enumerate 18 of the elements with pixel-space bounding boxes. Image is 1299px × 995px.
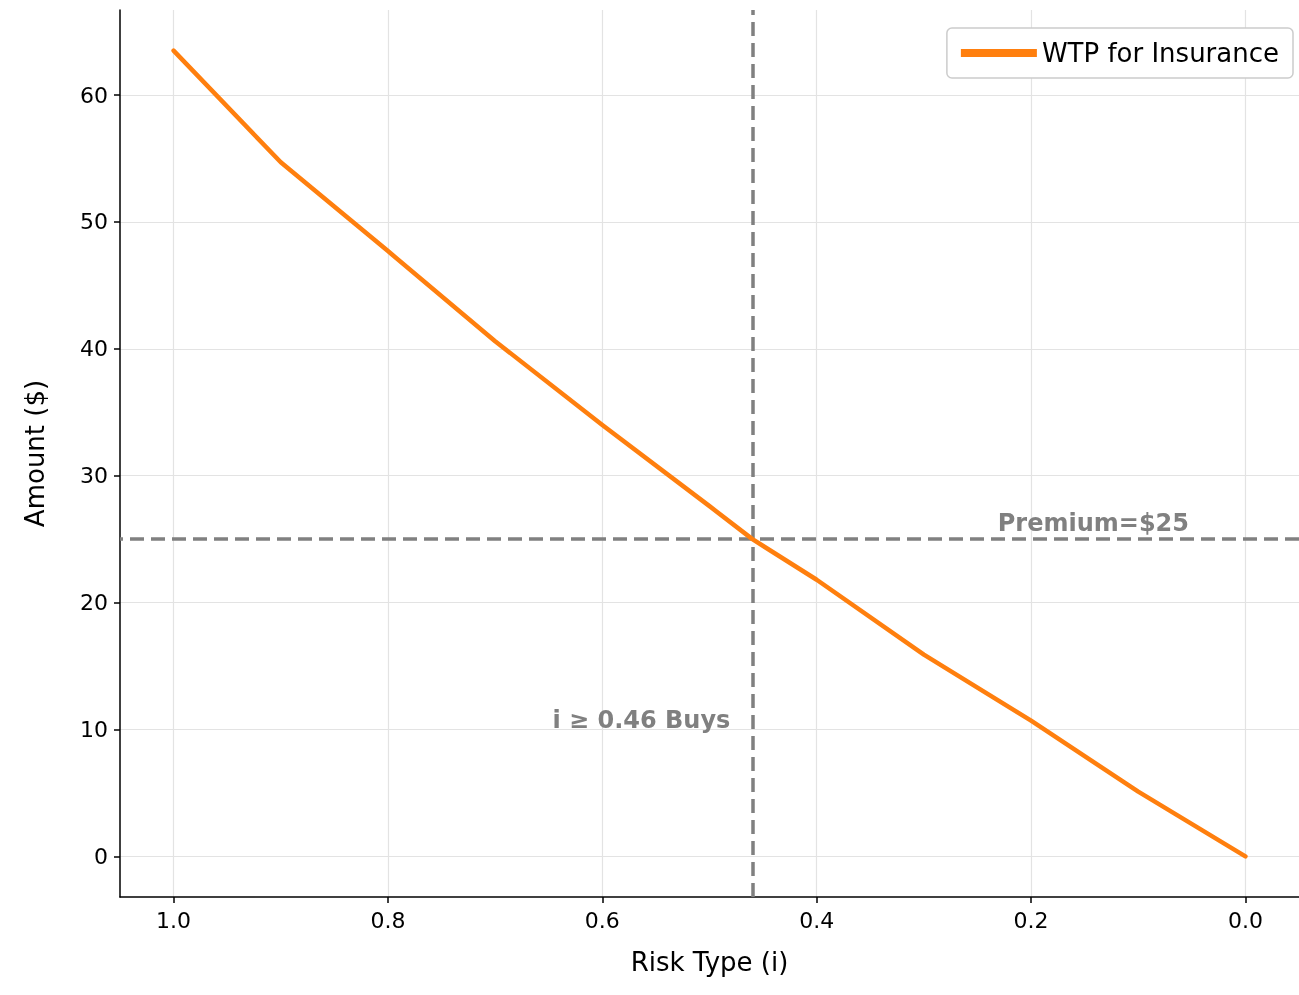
ref-line-label: Premium=$25 xyxy=(997,509,1189,538)
y-tick-label: 10 xyxy=(80,717,108,742)
x-tick-label: 0.6 xyxy=(584,907,620,933)
legend-label: WTP for Insurance xyxy=(1041,38,1280,68)
y-tick-label: 0 xyxy=(94,843,108,869)
x-axis-title: Risk Type (i) xyxy=(630,947,789,977)
x-tick-label: 0.4 xyxy=(799,907,835,933)
x-tick-label: 0.0 xyxy=(1227,907,1263,933)
y-axis-title: Amount ($) xyxy=(20,379,50,528)
ref-line-label: i ≥ 0.46 Buys xyxy=(552,705,731,734)
y-tick-label: 50 xyxy=(80,209,108,235)
y-tick-label: 40 xyxy=(80,336,108,362)
x-tick-label: 0.2 xyxy=(1013,907,1049,933)
y-tick-label: 60 xyxy=(80,82,108,108)
x-tick-label: 1.0 xyxy=(156,907,192,933)
y-tick-label: 20 xyxy=(80,590,108,616)
x-tick-label: 0.8 xyxy=(370,907,406,933)
y-tick-label: 30 xyxy=(80,463,108,489)
